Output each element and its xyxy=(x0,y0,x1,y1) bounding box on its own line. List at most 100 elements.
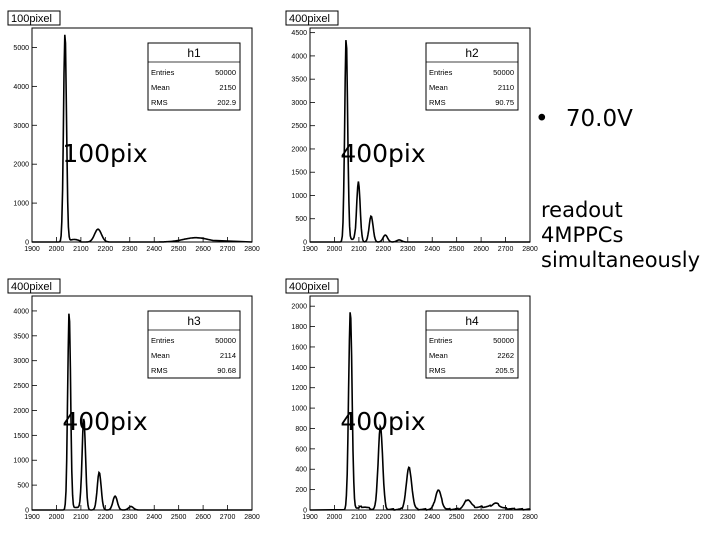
stats-box xyxy=(425,42,519,111)
stats-value-entries: 50000 xyxy=(215,68,236,77)
stats-value-mean: 2114 xyxy=(220,351,236,360)
y-tick-label: 1600 xyxy=(291,344,307,351)
y-tick-label: 3500 xyxy=(13,333,29,340)
note-line-1: readout xyxy=(541,198,623,222)
stats-key-entries: Entries xyxy=(151,68,175,77)
histogram-series-h2 xyxy=(310,40,530,243)
x-tick-label: 2700 xyxy=(220,514,236,521)
y-tick-label: 4000 xyxy=(13,84,29,91)
x-tick-label: 2800 xyxy=(522,246,538,253)
x-tick-label: 2800 xyxy=(522,514,538,521)
x-tick-label: 2300 xyxy=(122,514,138,521)
stats-title: h3 xyxy=(187,314,201,328)
bullet-marker: • xyxy=(535,106,549,132)
x-tick-label: 2400 xyxy=(424,514,440,521)
x-tick-label: 2500 xyxy=(171,246,187,253)
panel-tag-box xyxy=(7,10,61,26)
histogram-panel-h4: 400pixel 0 200 400 600 800 1000 1200 1400 1600 180… xyxy=(278,278,540,528)
stats-box xyxy=(147,310,241,379)
y-tick-label: 4500 xyxy=(291,30,307,37)
stats-value-entries: 50000 xyxy=(493,336,514,345)
histogram-series-h4 xyxy=(309,312,531,511)
y-tick-label: 2000 xyxy=(291,304,307,311)
x-tick-label: 2700 xyxy=(220,246,236,253)
histogram-h4: 400pixel 0 200 400 600 800 1000 1200 1400 1600 180… xyxy=(285,278,538,521)
stats-title: h4 xyxy=(465,314,479,328)
stats-value-rms: 202.9 xyxy=(217,98,236,107)
y-tick-label: 0 xyxy=(303,240,307,247)
stats-value-rms: 205.5 xyxy=(495,366,514,375)
x-tick-label: 2200 xyxy=(376,246,392,253)
x-tick-label: 2100 xyxy=(73,514,89,521)
panel-tag: 400pixel xyxy=(289,281,330,293)
pixel-count-label: 400pix xyxy=(62,407,147,436)
y-tick-label: 500 xyxy=(17,483,29,490)
y-tick-label: 2000 xyxy=(291,146,307,153)
x-tick-label: 2500 xyxy=(449,246,465,253)
y-tick-label: 2500 xyxy=(13,383,29,390)
stats-key-rms: RMS xyxy=(429,98,446,107)
x-tick-label: 2800 xyxy=(244,514,260,521)
x-tick-label: 2100 xyxy=(351,514,367,521)
y-tick-label: 0 xyxy=(25,508,29,515)
y-tick-label: 2000 xyxy=(13,408,29,415)
stats-title: h1 xyxy=(187,46,201,60)
stats-value-rms: 90.68 xyxy=(217,366,236,375)
panel-tag: 400pixel xyxy=(11,281,52,293)
x-tick-label: 2400 xyxy=(146,246,162,253)
y-tick-label: 1000 xyxy=(291,193,307,200)
x-tick-label: 2300 xyxy=(122,246,138,253)
x-tick-label: 2000 xyxy=(49,246,65,253)
x-tick-label: 2400 xyxy=(424,246,440,253)
y-tick-label: 3000 xyxy=(13,123,29,130)
histogram-h3: 400pixel 0 500 1000 1500 2000 2500 3000 3500 4000… xyxy=(7,278,260,521)
stats-box xyxy=(425,310,519,379)
x-tick-label: 2400 xyxy=(146,514,162,521)
stats-key-entries: Entries xyxy=(429,336,453,345)
stats-key-rms: RMS xyxy=(151,366,168,375)
x-tick-label: 2200 xyxy=(376,514,392,521)
y-tick-label: 4000 xyxy=(13,308,29,315)
y-tick-label: 3000 xyxy=(13,358,29,365)
x-tick-label: 2700 xyxy=(498,246,514,253)
panel-tag: 100pixel xyxy=(11,13,52,25)
x-tick-label: 2700 xyxy=(498,514,514,521)
note-line-2: 4MPPCs xyxy=(541,223,624,247)
pixel-count-label: 400pix xyxy=(340,407,425,436)
stats-value-mean: 2262 xyxy=(497,351,514,360)
panel-tag-box xyxy=(285,10,339,26)
x-tick-label: 2600 xyxy=(473,246,489,253)
x-tick-label: 1900 xyxy=(24,514,40,521)
histogram-series-h3 xyxy=(32,313,252,511)
y-tick-label: 800 xyxy=(295,426,307,433)
stats-key-entries: Entries xyxy=(429,68,453,77)
panel-tag-box xyxy=(285,278,339,294)
y-tick-label: 0 xyxy=(25,240,29,247)
y-tick-label: 2000 xyxy=(13,162,29,169)
stats-key-rms: RMS xyxy=(429,366,446,375)
y-tick-label: 2500 xyxy=(291,123,307,130)
y-tick-label: 1000 xyxy=(13,458,29,465)
histogram-panel-h1: 100pixel 0 1000 2000 3000 4000 5000 1900 2000 210… xyxy=(0,10,262,260)
y-tick-label: 4000 xyxy=(291,53,307,60)
histogram-series-h1 xyxy=(32,34,253,243)
stats-key-entries: Entries xyxy=(151,336,175,345)
y-tick-label: 5000 xyxy=(13,45,29,52)
y-tick-label: 1000 xyxy=(291,406,307,413)
x-tick-label: 2500 xyxy=(449,514,465,521)
x-tick-label: 2800 xyxy=(244,246,260,253)
y-tick-label: 3000 xyxy=(291,100,307,107)
stats-title: h2 xyxy=(465,46,479,60)
y-tick-label: 1400 xyxy=(291,365,307,372)
voltage-bullet: • 70.0V xyxy=(535,106,633,132)
x-tick-label: 2000 xyxy=(327,514,343,521)
stats-key-mean: Mean xyxy=(151,83,170,92)
y-tick-label: 200 xyxy=(295,487,307,494)
stats-key-mean: Mean xyxy=(429,351,448,360)
y-tick-label: 600 xyxy=(295,446,307,453)
histogram-h2: 400pixel 0 500 1000 1500 2000 2500 3000 3500 4000… xyxy=(285,10,538,253)
pixel-count-label: 400pix xyxy=(340,139,425,168)
stats-value-entries: 50000 xyxy=(493,68,514,77)
note-line-3: simultaneously xyxy=(541,248,701,272)
x-tick-label: 1900 xyxy=(302,514,318,521)
